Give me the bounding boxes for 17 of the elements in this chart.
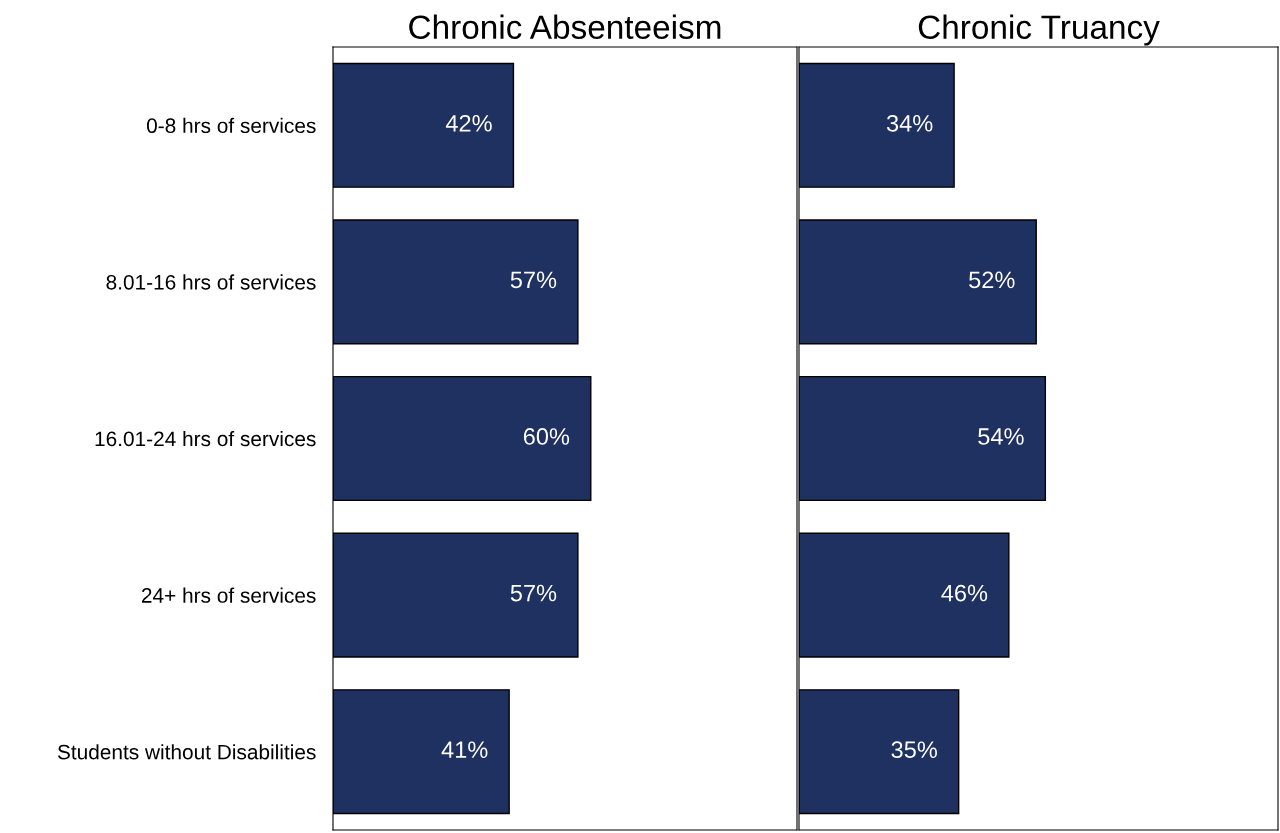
y-tick-label: Students without Disabilities bbox=[57, 744, 316, 760]
data-label: 57% bbox=[510, 584, 557, 602]
data-label: 35% bbox=[891, 741, 937, 759]
data-label: 41% bbox=[441, 741, 488, 758]
data-label: 60% bbox=[523, 428, 570, 445]
y-tick-label: 8.01-16 hrs of services bbox=[106, 274, 316, 290]
data-label: 57% bbox=[510, 271, 557, 289]
chart-title: Chronic Absenteeism bbox=[409, 14, 721, 39]
y-tick-label: 16.01-24 hrs of services bbox=[95, 430, 316, 447]
data-label: 54% bbox=[978, 428, 1024, 445]
data-label: 34% bbox=[886, 114, 933, 132]
data-label: 46% bbox=[941, 584, 988, 602]
chart-title: Chronic Truancy bbox=[918, 14, 1160, 46]
data-label: 52% bbox=[969, 271, 1015, 289]
y-tick-label: 0-8 hrs of services bbox=[146, 117, 316, 134]
data-label: 42% bbox=[445, 114, 492, 132]
y-tick-label: 24+ hrs of services bbox=[141, 587, 316, 603]
